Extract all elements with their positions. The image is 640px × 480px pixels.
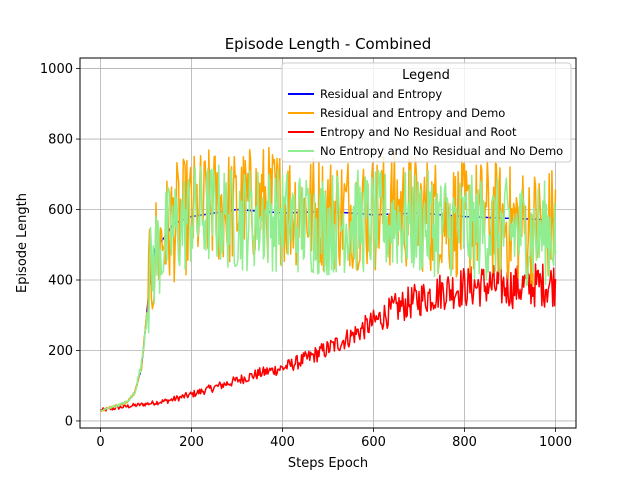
ticks: 0 200 400 600 800 1000 0 200 400 600 800 1000 [40, 62, 572, 450]
chart-title: Episode Length - Combined [225, 35, 432, 53]
y-tick-label: 0 [65, 414, 73, 429]
x-axis-label: Steps Epoch [288, 456, 368, 471]
x-tick-label: 400 [270, 435, 295, 450]
legend-box [281, 62, 572, 163]
y-tick-label: 800 [48, 133, 73, 148]
series-line-2 [99, 263, 557, 412]
legend-label-3: No Entropy and No Residual and No Demo [320, 144, 563, 158]
y-tick-label: 600 [48, 203, 73, 218]
legend-label-0: Residual and Entropy [320, 87, 442, 101]
y-axis-label: Episode Length [15, 193, 30, 293]
x-tick-label: 800 [452, 435, 477, 450]
plot-frame [79, 57, 577, 429]
x-tick-label: 0 [96, 435, 104, 450]
series-layer [99, 146, 557, 413]
y-tick-label: 400 [48, 274, 73, 289]
x-tick-label: 200 [179, 435, 204, 450]
series-line-3 [100, 164, 557, 412]
legend-title: Legend [402, 68, 450, 83]
legend-label-2: Entropy and No Residual and Root [320, 125, 517, 139]
x-tick-label: 1000 [539, 435, 572, 450]
legend-label-1: Residual and Entropy and Demo [320, 106, 505, 120]
y-tick-label: 1000 [40, 62, 73, 77]
legend-entries: Residual and Entropy Residual and Entropy… [288, 87, 563, 158]
x-tick-label: 600 [361, 435, 386, 450]
y-tick-label: 200 [48, 344, 73, 359]
